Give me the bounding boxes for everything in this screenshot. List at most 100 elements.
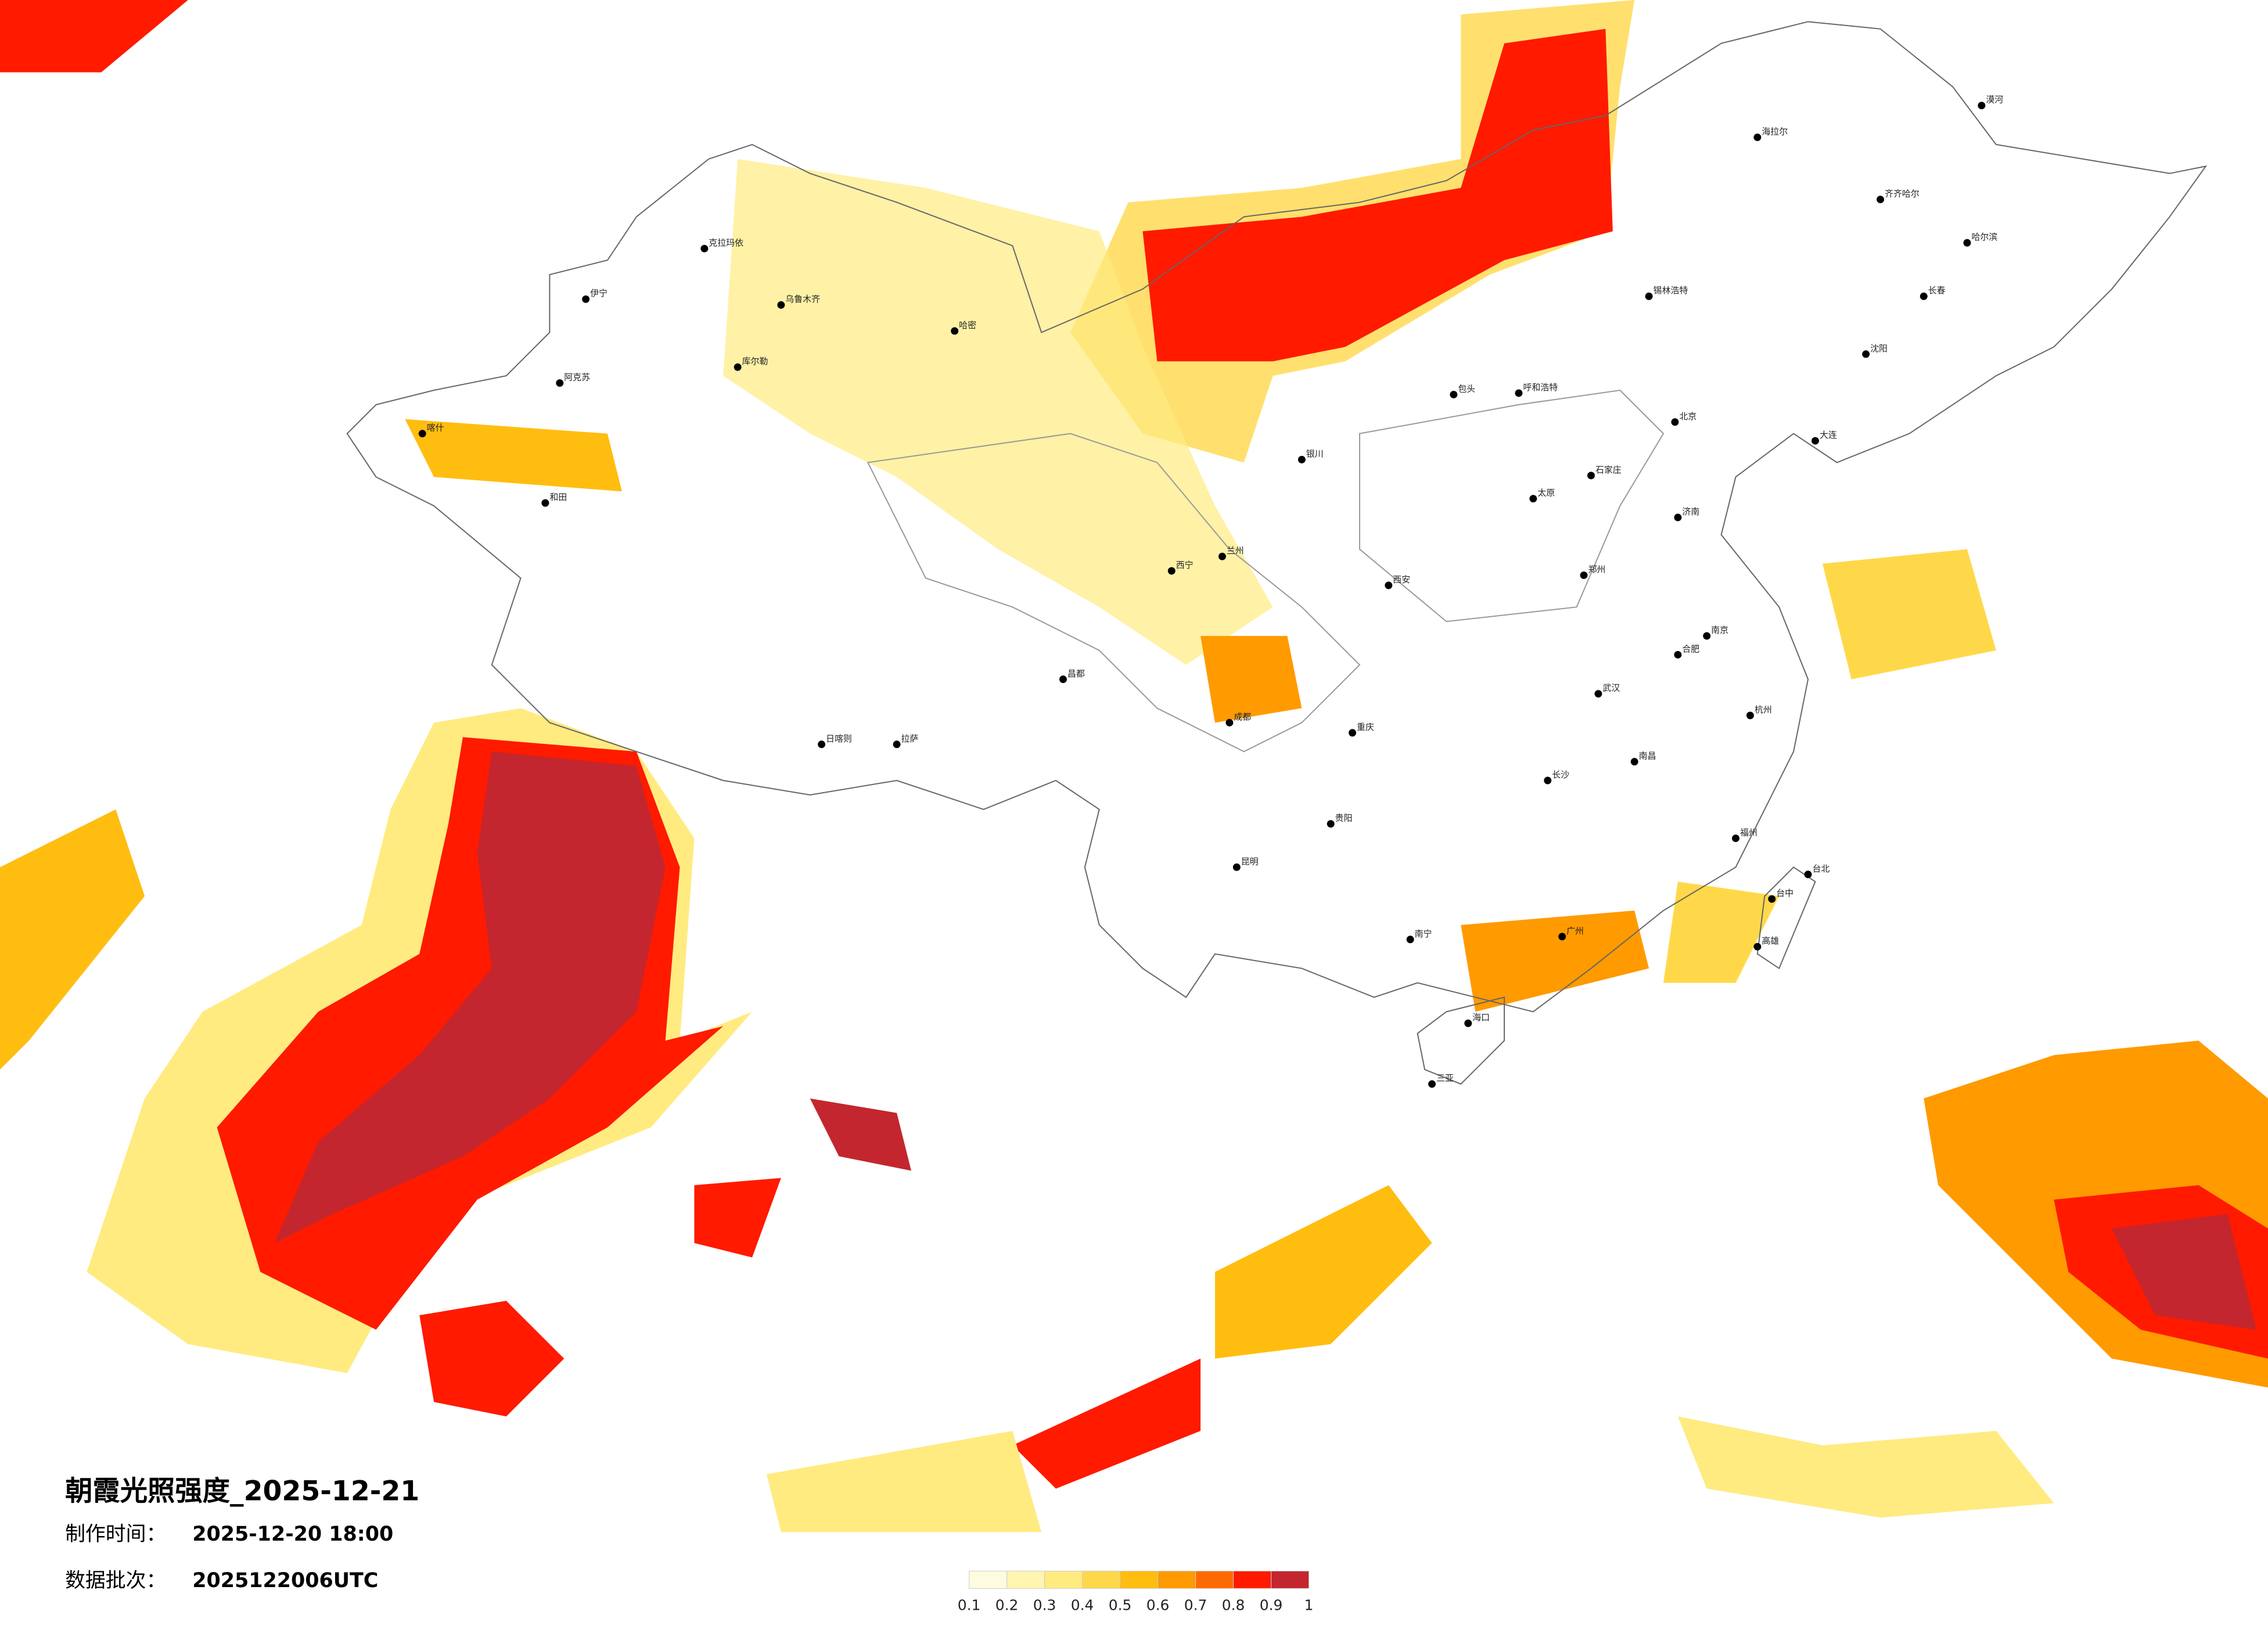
city-label: 郑州: [1588, 564, 1605, 575]
city-label: 长沙: [1552, 769, 1569, 780]
legend-label: 0.7: [1184, 1597, 1207, 1614]
city-dot: [1587, 472, 1595, 480]
legend: 0.1 0.2 0.3 0.4 0.5 0.6 0.7 0.8 0.9 1: [958, 1570, 1314, 1614]
city-dot: [1630, 758, 1638, 766]
legend-label: 0.5: [1109, 1597, 1132, 1614]
legend-swatch: [969, 1570, 1008, 1589]
city-label: 石家庄: [1595, 465, 1622, 475]
city-dot: [1732, 834, 1739, 843]
city-dot: [1703, 632, 1711, 640]
legend-swatch: [1007, 1570, 1045, 1589]
city-label: 西宁: [1176, 560, 1194, 570]
city-dot: [1768, 895, 1776, 903]
city-label: 银川: [1306, 448, 1324, 459]
legend-swatch: [1233, 1570, 1272, 1589]
city-label: 合肥: [1682, 643, 1699, 654]
city-label: 大连: [1820, 430, 1837, 440]
city-dot: [582, 295, 590, 303]
city-label: 乌鲁木齐: [785, 294, 820, 304]
city-dot: [893, 740, 901, 749]
city-dot: [1349, 729, 1357, 737]
legend-label: 0.1: [958, 1597, 981, 1614]
borders: [346, 21, 2208, 1085]
city-label: 济南: [1682, 506, 1699, 517]
city-dot: [1877, 195, 1885, 203]
legend-label: 0.4: [1071, 1597, 1094, 1614]
city-label: 沈阳: [1870, 343, 1888, 354]
batch-label: 数据批次：: [65, 1569, 166, 1592]
city-dot: [556, 379, 564, 387]
city-label: 呼和浩特: [1523, 382, 1558, 393]
city-label: 高雄: [1762, 936, 1779, 946]
legend-swatch: [1158, 1570, 1196, 1589]
city-label: 长春: [1928, 285, 1946, 296]
city-label: 南宁: [1415, 929, 1432, 939]
city-dot: [1544, 776, 1552, 785]
city-label: 贵阳: [1335, 813, 1353, 823]
city-dot: [777, 301, 785, 309]
city-label: 昌都: [1067, 668, 1085, 679]
city-dot: [1558, 933, 1566, 941]
legend-label: 0.6: [1146, 1597, 1170, 1614]
city-dot: [1327, 820, 1335, 828]
city-label: 武汉: [1602, 683, 1620, 693]
city-dot: [1862, 350, 1870, 358]
city-label: 福州: [1740, 828, 1757, 838]
city-dot: [1746, 711, 1754, 720]
city-dot: [1753, 942, 1762, 951]
city-label: 海拉尔: [1762, 126, 1788, 136]
city-dot: [1225, 718, 1234, 726]
city-label: 和田: [549, 492, 567, 502]
legend-label: 0.2: [995, 1597, 1019, 1614]
city-label: 阿克苏: [564, 372, 590, 383]
city-dot: [818, 740, 826, 749]
city-label: 北京: [1679, 411, 1696, 422]
legend-label: 1: [1304, 1597, 1314, 1614]
city-label: 拉萨: [901, 733, 919, 744]
city-dot: [1645, 292, 1653, 300]
city-label: 成都: [1234, 711, 1251, 722]
city-dot: [1167, 567, 1176, 575]
city-label: 南昌: [1639, 751, 1656, 761]
city-dot: [1674, 650, 1682, 659]
city-dot: [1753, 133, 1762, 141]
legend-label: 0.8: [1222, 1597, 1245, 1614]
city-dot: [1218, 552, 1226, 560]
city-label: 锡林浩特: [1654, 285, 1688, 296]
city-dot: [1059, 675, 1067, 684]
city-dot: [1450, 390, 1458, 398]
legend-swatch: [1120, 1570, 1159, 1589]
city-label: 广州: [1566, 926, 1584, 936]
city-label: 台北: [1813, 864, 1830, 874]
heat-areas: [0, 0, 2268, 1533]
city-label: 日喀则: [826, 733, 852, 744]
city-dot: [1811, 437, 1819, 445]
city-label: 太原: [1537, 488, 1555, 498]
city-label: 库尔勒: [742, 356, 768, 366]
city-dot: [1594, 690, 1602, 698]
city-dot: [951, 327, 959, 335]
city-label: 兰州: [1227, 545, 1244, 556]
legend-swatch: [1271, 1570, 1310, 1589]
city-label: 南京: [1711, 625, 1728, 635]
city-dot: [1674, 513, 1682, 521]
city-dot: [1232, 863, 1241, 871]
city-dot: [1580, 571, 1588, 580]
legend-swatch: [1195, 1570, 1234, 1589]
city-dot: [1804, 870, 1812, 879]
city-label: 三亚: [1436, 1073, 1454, 1084]
city-dot: [418, 430, 426, 438]
city-dot: [1515, 389, 1523, 397]
made-label: 制作时间：: [65, 1523, 166, 1546]
city-label: 重庆: [1357, 722, 1374, 732]
city-dot: [1920, 292, 1928, 300]
legend-swatch: [1044, 1570, 1083, 1589]
city-label: 杭州: [1755, 704, 1772, 715]
made-time: 2025-12-20 18:00: [192, 1523, 393, 1546]
batch: 2025122006UTC: [192, 1569, 378, 1592]
city-label: 台中: [1776, 888, 1793, 898]
city-dot: [1385, 581, 1393, 589]
legend-label: 0.9: [1260, 1597, 1283, 1614]
city-dot: [1978, 102, 1986, 110]
